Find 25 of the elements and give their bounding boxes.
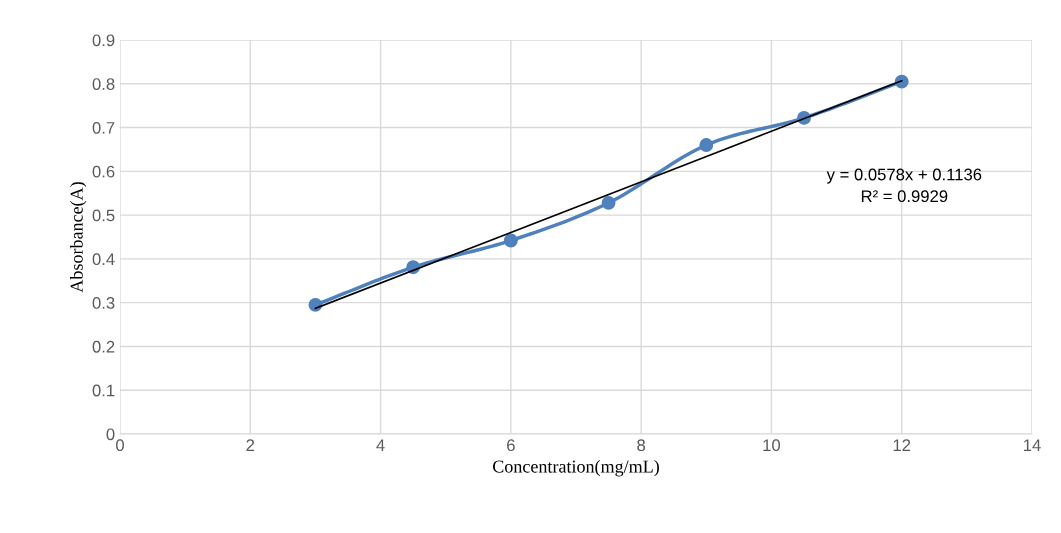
y-tick-label: 0.6 [92,165,115,178]
x-tick-label: 4 [376,439,385,451]
y-tick-label: 0.5 [92,209,115,222]
point [699,138,714,153]
x-tick-label: 14 [1024,439,1041,451]
y-tick-label: 0.9 [92,34,115,47]
y-tick-label: 0 [106,428,115,441]
x-tick-label: 8 [637,439,646,452]
y-axis-title: Absorbance(A) [70,182,87,293]
x-tick-label: 0 [116,439,124,452]
y-tick-label: 0.8 [92,78,115,90]
x-tick-label: 2 [246,439,255,451]
y-tick-label: 0.7 [92,121,115,134]
x-axis-title: Concentration(mg/mL) [493,459,659,477]
point [601,195,616,210]
y-tick-label: 0.2 [92,340,115,353]
y-tick-label: 0.1 [92,384,115,397]
x-tick-label: 10 [763,439,781,452]
annotation: y = 0.0578x + 0.1136 [826,168,982,184]
x-tick-label: 6 [507,439,515,452]
point [503,233,518,248]
x-tick-label: 12 [893,439,911,451]
annotation: R² = 0.9929 [861,190,948,203]
y-tick-label: 0.3 [92,297,115,309]
y-tick-label: 0.4 [92,253,115,266]
